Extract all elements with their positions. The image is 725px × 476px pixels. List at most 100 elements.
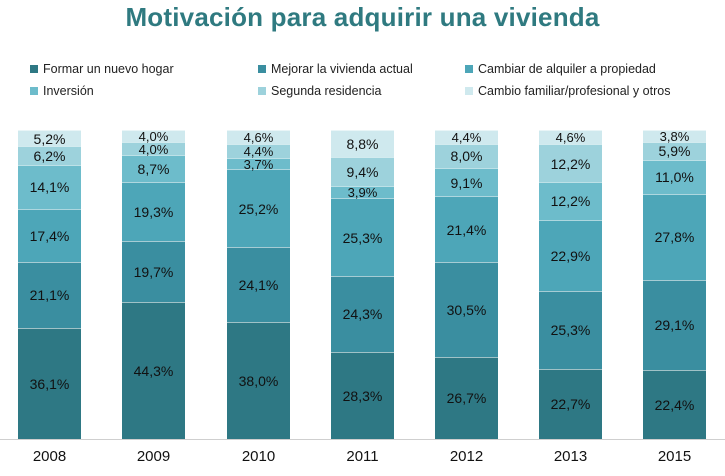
legend-label: Cambio familiar/profesional y otros	[478, 84, 671, 98]
legend-swatch	[30, 87, 38, 95]
bar-segment: 4,4%	[435, 129, 498, 145]
legend-swatch	[30, 65, 38, 73]
legend: Formar un nuevo hogar Mejorar la vivienda…	[0, 62, 725, 106]
data-label: 12,2%	[550, 193, 591, 210]
data-label: 25,3%	[550, 322, 591, 339]
data-label: 28,3%	[342, 387, 383, 404]
x-axis-line	[0, 439, 725, 440]
x-tick-label: 2015	[657, 448, 692, 465]
data-label: 9,1%	[450, 174, 483, 191]
bar-segment: 4,6%	[227, 130, 290, 146]
data-label: 25,3%	[342, 229, 383, 246]
bar-segment: 19,7%	[122, 241, 185, 303]
data-label: 4,6%	[555, 130, 586, 146]
data-label: 29,1%	[654, 317, 695, 334]
legend-label: Segunda residencia	[271, 84, 382, 98]
data-label: 3,9%	[347, 185, 378, 201]
bar-segment: 11,0%	[643, 159, 706, 194]
bar-segment: 27,8%	[643, 193, 706, 280]
data-label: 24,1%	[238, 276, 279, 293]
bar-segment: 21,1%	[18, 262, 81, 328]
bar-segment: 30,5%	[435, 262, 498, 357]
legend-swatch	[465, 65, 473, 73]
data-label: 9,4%	[346, 164, 379, 181]
bar-segment: 3,7%	[227, 156, 290, 172]
data-label: 26,7%	[446, 390, 487, 407]
legend-item: Mejorar la vivienda actual	[258, 62, 413, 76]
x-tick-label: 2012	[449, 448, 484, 465]
data-label: 24,3%	[342, 306, 383, 323]
bar-segment: 25,3%	[539, 290, 602, 369]
data-label: 38,0%	[238, 372, 279, 389]
bar-segment: 6,2%	[18, 146, 81, 166]
legend-label: Inversión	[43, 84, 94, 98]
legend-label: Cambiar de alquiler a propiedad	[478, 62, 656, 76]
legend-swatch	[258, 87, 266, 95]
x-tick-label: 2010	[241, 448, 276, 465]
bar-segment: 3,9%	[331, 185, 394, 201]
legend-item: Cambio familiar/profesional y otros	[465, 84, 670, 98]
bar-segment: 25,2%	[227, 169, 290, 248]
bar-segment: 17,4%	[18, 208, 81, 263]
legend-label: Mejorar la vivienda actual	[271, 62, 413, 76]
bar-segment: 12,2%	[539, 144, 602, 182]
bar-segment: 22,7%	[539, 368, 602, 439]
data-label: 8,7%	[137, 160, 170, 177]
data-label: 3,7%	[243, 156, 274, 172]
data-label: 12,2%	[550, 155, 591, 172]
bar-segment: 9,1%	[435, 168, 498, 197]
data-label: 21,4%	[446, 221, 487, 238]
bar-segment: 8,7%	[122, 154, 185, 182]
bar-segment: 25,3%	[331, 198, 394, 277]
legend-item: Formar un nuevo hogar	[30, 62, 174, 76]
bar-segment: 28,3%	[331, 351, 394, 439]
data-label: 30,5%	[446, 301, 487, 318]
data-label: 4,6%	[243, 130, 274, 146]
bar-segment: 24,1%	[227, 247, 290, 322]
bar-segment: 36,1%	[18, 327, 81, 439]
data-label: 4,4%	[451, 129, 482, 145]
legend-label: Formar un nuevo hogar	[43, 62, 174, 76]
data-label: 4,0%	[138, 129, 169, 145]
data-label: 5,9%	[658, 143, 691, 160]
bar-segment: 4,4%	[227, 144, 290, 159]
bar-segment: 8,0%	[435, 143, 498, 169]
bar-segment: 24,3%	[331, 276, 394, 352]
bar-segment: 26,7%	[435, 356, 498, 439]
data-label: 8,8%	[346, 136, 379, 153]
data-label: 27,8%	[654, 229, 695, 246]
chart-title: Motivación para adquirir una vivienda	[125, 2, 600, 32]
x-tick-label: 2009	[136, 448, 171, 465]
bar-segment: 22,4%	[643, 369, 706, 439]
x-tick-label: 2013	[553, 448, 588, 465]
data-label: 17,4%	[29, 228, 70, 245]
data-label: 22,4%	[654, 396, 695, 413]
data-label: 36,1%	[29, 375, 70, 392]
data-label: 25,2%	[238, 200, 279, 217]
data-label: 19,3%	[133, 203, 174, 220]
bar-segment: 21,4%	[435, 196, 498, 263]
data-label: 4,0%	[138, 141, 169, 157]
data-label: 3,8%	[659, 128, 690, 144]
data-label: 22,9%	[550, 247, 591, 264]
bar-segment: 9,4%	[331, 157, 394, 187]
data-label: 21,1%	[29, 287, 70, 304]
data-label: 44,3%	[133, 363, 174, 380]
bar-segment: 4,6%	[539, 130, 602, 146]
legend-swatch	[258, 65, 266, 73]
legend-item: Cambiar de alquiler a propiedad	[465, 62, 656, 76]
bar-segment: 38,0%	[227, 321, 290, 439]
x-tick-label: 2008	[32, 448, 67, 465]
data-label: 5,2%	[33, 130, 66, 147]
data-label: 19,7%	[133, 264, 174, 281]
bar-segment: 44,3%	[122, 302, 185, 439]
legend-item: Inversión	[30, 84, 94, 98]
data-label: 22,7%	[550, 396, 591, 413]
data-label: 8,0%	[450, 148, 483, 165]
bar-segment: 22,9%	[539, 219, 602, 291]
data-label: 6,2%	[33, 148, 66, 165]
legend-item: Segunda residencia	[258, 84, 382, 98]
bar-segment: 14,1%	[18, 165, 81, 209]
